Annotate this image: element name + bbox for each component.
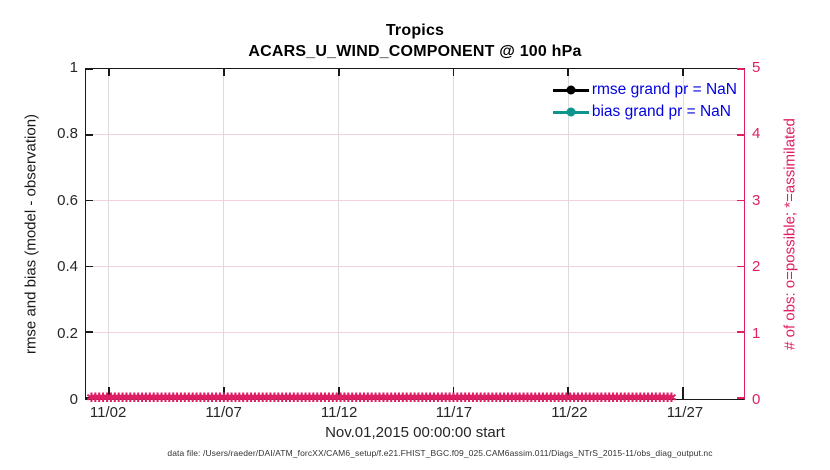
v-gridline xyxy=(338,69,340,399)
left-y-tick xyxy=(86,265,93,268)
legend-item: rmse grand pr = NaN xyxy=(552,80,737,100)
x-top-tick xyxy=(452,69,454,76)
right-y-tick-label: 0 xyxy=(752,391,761,408)
h-gridline xyxy=(86,200,744,202)
legend-marker-dot xyxy=(566,107,576,117)
assimilated-obs-zero-band: ✱✱✱✱✱✱✱✱✱✱✱✱✱✱✱✱✱✱✱✱✱✱✱✱✱✱✱✱✱✱✱✱✱✱✱✱✱✱✱✱… xyxy=(86,391,677,406)
x-top-tick xyxy=(567,69,569,76)
right-y-tick-label: 5 xyxy=(752,59,761,76)
x-top-tick xyxy=(682,69,684,76)
left-y-axis-label: rmse and bias (model - observation) xyxy=(22,113,40,355)
x-axis-label: Nov.01,2015 00:00:00 start xyxy=(325,424,505,441)
right-y-tick-label: 2 xyxy=(752,258,761,276)
x-tick-label: 11/12 xyxy=(320,404,358,421)
x-bottom-tick xyxy=(223,387,225,399)
right-y-tick xyxy=(737,199,744,202)
title-block: Tropics ACARS_U_WIND_COMPONENT @ 100 hPa xyxy=(85,20,745,62)
right-y-tick-label: 1 xyxy=(752,324,761,342)
plot-title: Tropics xyxy=(385,22,445,39)
legend-line-marker xyxy=(552,102,589,122)
left-y-tick-label: 0.8 xyxy=(57,125,78,143)
v-gridline xyxy=(223,69,225,399)
v-gridline xyxy=(567,69,569,399)
x-bottom-tick xyxy=(108,387,110,399)
legend-line-marker xyxy=(552,80,589,100)
right-y-tick xyxy=(737,265,744,268)
v-gridline xyxy=(452,69,454,399)
x-bottom-tick xyxy=(567,387,569,399)
right-y-tick xyxy=(737,68,744,70)
left-y-tick-label: 0.4 xyxy=(57,258,78,276)
v-gridline xyxy=(108,69,110,399)
left-y-tick-label: 0 xyxy=(69,391,78,408)
right-y-axis-label: # of obs: o=possible; *=assimilated xyxy=(781,118,799,350)
left-y-tick-label: 0.6 xyxy=(57,191,78,209)
x-bottom-tick xyxy=(682,387,684,399)
x-top-tick xyxy=(338,69,340,76)
x-tick-label: 11/02 xyxy=(89,404,127,421)
h-gridline xyxy=(86,134,744,136)
left-y-tick-label: 0.2 xyxy=(57,324,78,342)
data-file-caption: data file: /Users/raeder/DAI/ATM_forcXX/… xyxy=(167,448,713,458)
v-gridline xyxy=(682,69,684,399)
left-y-tick xyxy=(86,199,93,202)
x-tick-label: 11/27 xyxy=(666,404,704,421)
plot-subtitle: ACARS_U_WIND_COMPONENT @ 100 hPa xyxy=(248,43,582,60)
legend-marker-dot xyxy=(566,85,576,95)
right-y-tick-label: 3 xyxy=(752,191,761,209)
x-bottom-tick xyxy=(338,387,340,399)
legend-item: bias grand pr = NaN xyxy=(552,102,731,122)
x-bottom-tick xyxy=(452,387,454,399)
legend-item-label: bias grand pr = NaN xyxy=(591,103,731,120)
legend-item-label: rmse grand pr = NaN xyxy=(591,81,737,98)
right-y-tick xyxy=(737,397,744,399)
right-y-tick xyxy=(737,331,744,333)
plot-area: ✱✱✱✱✱✱✱✱✱✱✱✱✱✱✱✱✱✱✱✱✱✱✱✱✱✱✱✱✱✱✱✱✱✱✱✱✱✱✱✱… xyxy=(85,68,745,406)
right-y-tick-label: 4 xyxy=(752,125,761,143)
x-tick-label: 11/07 xyxy=(205,404,242,421)
left-y-tick xyxy=(86,68,93,70)
x-top-tick xyxy=(108,69,110,76)
h-gridline xyxy=(86,265,744,267)
x-tick-label: 11/22 xyxy=(551,404,588,421)
right-y-tick xyxy=(737,134,744,136)
x-top-tick xyxy=(223,69,225,76)
left-y-tick xyxy=(86,134,93,136)
left-y-tick xyxy=(86,397,93,399)
h-gridline xyxy=(86,331,744,333)
left-y-tick-label: 1 xyxy=(69,59,78,76)
left-y-tick xyxy=(86,331,93,333)
x-tick-label: 11/17 xyxy=(435,404,473,421)
legend: rmse grand pr = NaN bias grand pr = NaN xyxy=(552,80,737,122)
